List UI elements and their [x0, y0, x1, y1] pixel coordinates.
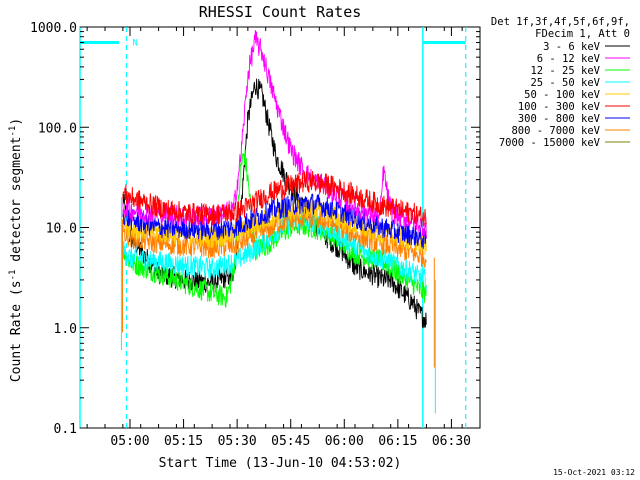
legend-label-3: 25 - 50 keV — [530, 77, 600, 89]
legend-label-4: 50 - 100 keV — [524, 89, 601, 101]
series-line-1 — [122, 30, 427, 239]
x-tick-label-0: 05:00 — [110, 434, 149, 449]
series-line-3 — [122, 210, 427, 291]
legend: Det 1f,3f,4f,5f,6f,9f,FDecim 1, Att 03 -… — [491, 16, 630, 149]
y-tick-label-2: 10.0 — [46, 222, 77, 237]
legend-label-1: 6 - 12 keV — [537, 53, 601, 65]
chart-title: RHESSI Count Rates — [199, 3, 362, 21]
legend-label-8: 7000 - 15000 keV — [499, 137, 601, 149]
annotation-marker: N — [132, 39, 137, 49]
legend-header-0: Det 1f,3f,4f,5f,6f,9f, — [491, 16, 630, 28]
y-axis-label: Count Rate (s-1 detector segment-1) — [8, 118, 24, 382]
y-tick-label-0: 0.1 — [54, 422, 77, 437]
x-axis-label: Start Time (13-Jun-10 04:53:02) — [159, 456, 402, 471]
series-line-6 — [122, 193, 427, 249]
legend-label-7: 800 - 7000 keV — [511, 125, 600, 137]
x-tick-label-1: 05:15 — [164, 434, 203, 449]
series-line-5 — [122, 170, 427, 228]
plot-area: N 0.1 1.0 10.0 100.0 1000.0 05:00 05:15 05:30 05:… — [30, 21, 481, 449]
legend-label-2: 12 - 25 keV — [530, 65, 600, 77]
legend-label-5: 100 - 300 keV — [518, 101, 601, 113]
y-tick-label-3: 100.0 — [38, 121, 77, 136]
series-line-2 — [122, 149, 427, 308]
legend-label-0: 3 - 6 keV — [543, 41, 601, 53]
y-tick-label-1: 1.0 — [54, 322, 77, 337]
x-tick-label-3: 05:45 — [271, 434, 310, 449]
x-tick-label-5: 06:15 — [378, 434, 417, 449]
y-tick-label-4: 1000.0 — [30, 21, 77, 36]
legend-label-6: 300 - 800 keV — [518, 113, 601, 125]
x-tick-label-4: 06:00 — [325, 434, 364, 449]
footer-date: 15-Oct-2021 03:12 — [553, 468, 635, 477]
x-tick-label-6: 06:30 — [432, 434, 471, 449]
x-tick-label-2: 05:30 — [218, 434, 257, 449]
legend-header-1: FDecim 1, Att 0 — [535, 28, 630, 40]
